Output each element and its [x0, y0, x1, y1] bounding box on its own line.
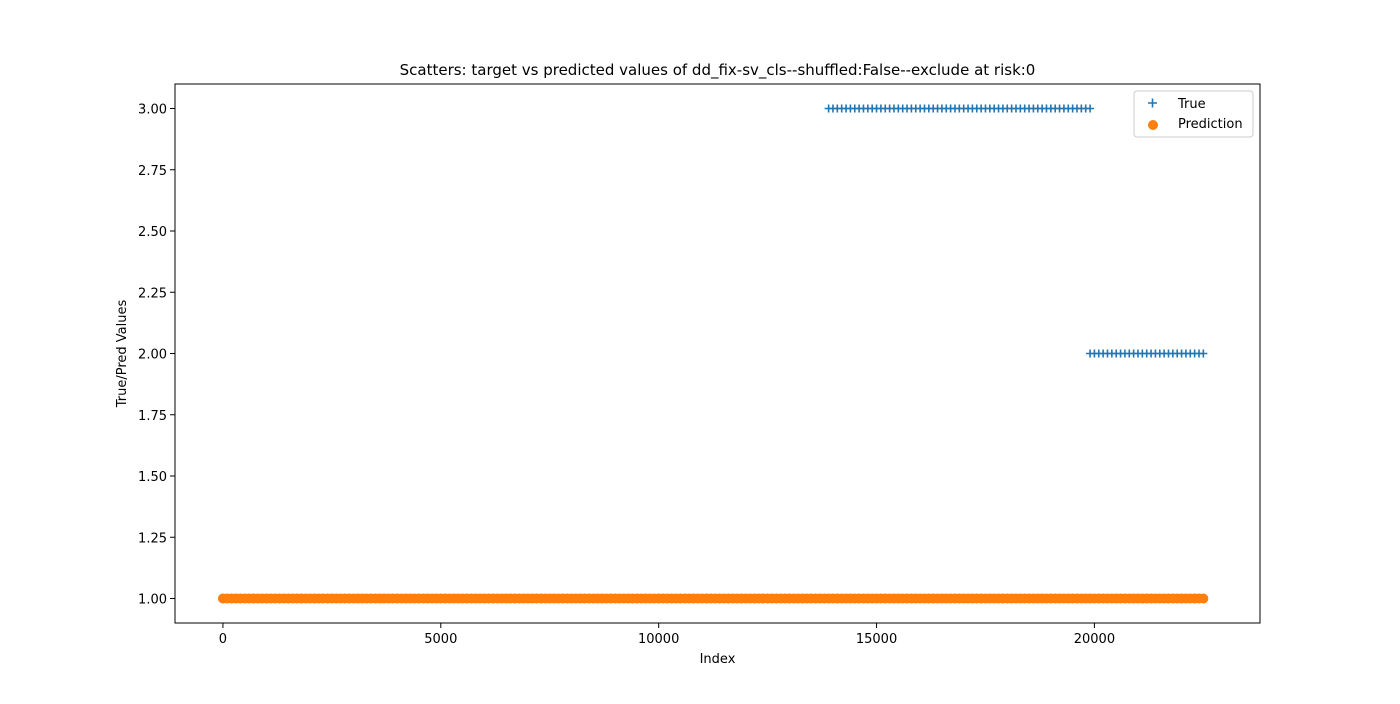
x-tick-label: 10000 — [638, 632, 679, 647]
y-tick-label: 3.00 — [138, 103, 167, 118]
x-tick-label: 15000 — [856, 632, 897, 647]
y-tick-label: 1.00 — [138, 593, 167, 608]
y-axis-label: True/Pred Values — [115, 300, 130, 409]
prediction-point — [1198, 593, 1209, 604]
legend-box — [1133, 90, 1254, 138]
true-segment-1 — [824, 104, 1095, 113]
y-tick-label: 2.75 — [138, 164, 167, 179]
y-tick-label: 2.25 — [138, 286, 167, 301]
legend-prediction-label: Prediction — [1178, 117, 1243, 132]
x-axis-ticks: 0 5000 10000 15000 20000 — [219, 623, 1115, 647]
y-tick-label: 2.50 — [138, 225, 167, 240]
prediction-segment-0 — [217, 593, 1209, 604]
legend-true-marker — [1148, 98, 1157, 108]
legend-true-plus — [1148, 98, 1157, 108]
chart-title: Scatters: target vs predicted values of … — [400, 61, 1036, 80]
y-tick-label: 1.50 — [138, 470, 167, 485]
y-tick-label: 2.00 — [138, 348, 167, 363]
prediction-series — [217, 593, 1209, 604]
true-segment-2 — [1086, 349, 1208, 358]
legend-prediction-marker — [1148, 120, 1158, 130]
y-tick-label: 1.25 — [138, 531, 167, 546]
legend: True Prediction — [1133, 90, 1254, 138]
true-point — [1199, 349, 1208, 358]
y-tick-label: 1.75 — [138, 409, 167, 424]
x-axis-label: Index — [700, 652, 736, 667]
true-point — [1086, 104, 1095, 113]
x-tick-label: 5000 — [424, 632, 457, 647]
y-axis-ticks: 1.00 1.25 1.50 1.75 2.00 2.25 2.50 2.75 3.00 — [138, 103, 175, 608]
legend-true-label: True — [1177, 97, 1206, 112]
x-tick-label: 20000 — [1074, 632, 1115, 647]
x-tick-label: 0 — [219, 632, 227, 647]
